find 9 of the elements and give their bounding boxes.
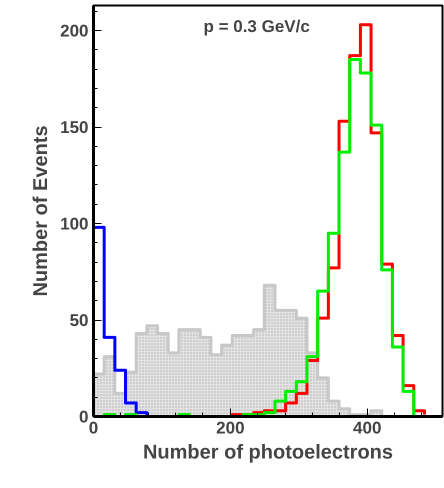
- y-tick-label: 100: [60, 214, 89, 234]
- y-tick-label: 150: [60, 118, 89, 138]
- x-tick-label: 200: [216, 418, 245, 438]
- y-axis-title: Number of Events: [30, 125, 52, 297]
- annotation: p = 0.3 GeV/c: [204, 17, 310, 36]
- x-tick-label: 400: [353, 418, 382, 438]
- x-axis-title: Number of photoelectrons: [142, 442, 394, 464]
- y-tick-label: 200: [60, 22, 89, 41]
- y-tick-label: 50: [70, 311, 89, 330]
